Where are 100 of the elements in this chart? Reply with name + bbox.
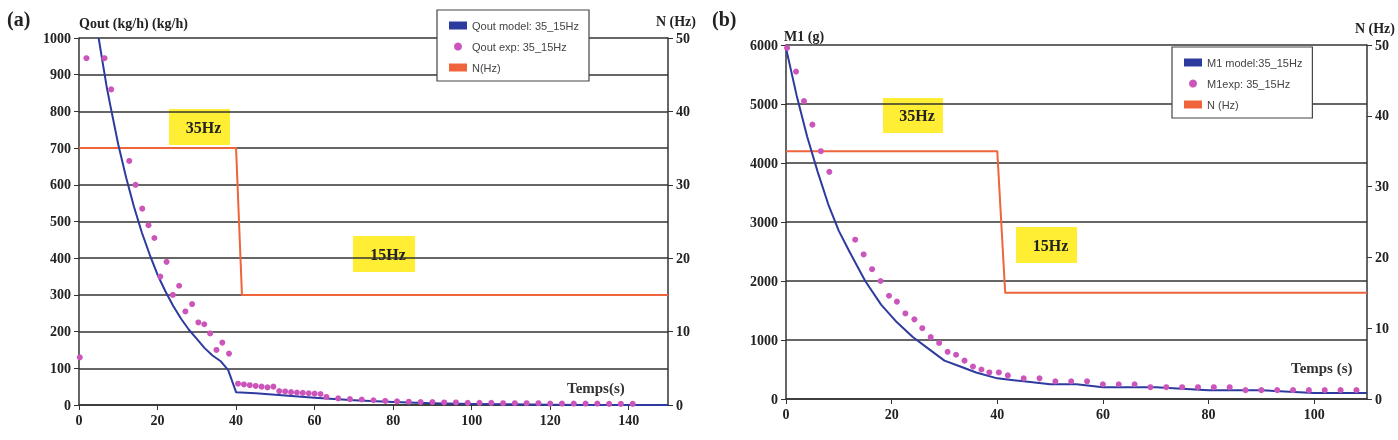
legend-label: M1 model:35_15Hz xyxy=(1207,56,1303,69)
point xyxy=(1084,378,1091,385)
y2-tick-label: 20 xyxy=(1375,249,1389,265)
y-tick-label: 200 xyxy=(50,324,71,340)
y-tick-label: 1000 xyxy=(43,30,71,46)
y-tick-label: 1000 xyxy=(750,332,778,348)
x-tick-label: 60 xyxy=(307,412,322,428)
y2-tick-label: 10 xyxy=(1375,320,1389,336)
point xyxy=(1305,387,1312,394)
point xyxy=(1337,387,1344,394)
point xyxy=(919,325,926,332)
y-axis-title: Qout (kg/h) (kg/h) xyxy=(79,15,189,32)
point xyxy=(1068,378,1075,385)
point xyxy=(1210,384,1217,391)
x-tick-label: 80 xyxy=(386,412,401,428)
annotation: 15Hz xyxy=(1032,236,1069,254)
point xyxy=(927,334,934,341)
y2-tick-label: 10 xyxy=(676,324,690,340)
legend-label: N (Hz) xyxy=(1207,98,1239,111)
x-tick-label: 20 xyxy=(884,406,899,422)
x-tick-label: 0 xyxy=(75,412,83,428)
y2-axis-title: N (Hz) xyxy=(1354,20,1396,37)
point xyxy=(817,148,824,155)
point xyxy=(969,363,976,370)
y-tick-label: 5000 xyxy=(750,96,778,112)
y2-tick-label: 50 xyxy=(1375,37,1389,53)
x-tick-label: 100 xyxy=(461,412,483,428)
point xyxy=(809,121,816,128)
point xyxy=(826,168,833,175)
point xyxy=(1115,381,1122,388)
point xyxy=(869,266,876,273)
y2-tick-label: 50 xyxy=(676,30,690,46)
legend-label: Qout exp: 35_15Hz xyxy=(472,40,567,53)
y-tick-label: 2000 xyxy=(750,273,778,289)
point xyxy=(911,316,918,323)
x-axis-title: Temps (s) xyxy=(1291,359,1353,377)
x-tick-label: 80 xyxy=(1201,406,1216,422)
y-tick-label: 0 xyxy=(771,391,778,407)
point xyxy=(1321,387,1328,394)
y-tick-label: 900 xyxy=(50,67,71,83)
point xyxy=(1353,387,1360,394)
x-tick-label: 0 xyxy=(782,406,790,422)
point xyxy=(1004,372,1011,379)
x-tick-label: 20 xyxy=(150,412,165,428)
point xyxy=(978,366,985,373)
point xyxy=(936,339,943,346)
legend-label: Qout model: 35_15Hz xyxy=(472,19,580,32)
point xyxy=(1242,387,1249,394)
y-tick-label: 300 xyxy=(50,287,71,303)
y-tick-label: 3000 xyxy=(750,214,778,230)
y-tick-label: 600 xyxy=(50,177,71,193)
point xyxy=(902,310,909,317)
y-tick-label: 800 xyxy=(50,103,71,119)
point xyxy=(1147,384,1154,391)
annotation: 35Hz xyxy=(185,118,222,136)
point xyxy=(1179,384,1186,391)
y-axis-title: M1 (g) xyxy=(784,28,825,45)
annotation: 35Hz xyxy=(899,107,935,124)
y-tick-label: 700 xyxy=(50,140,71,156)
y2-tick-label: 20 xyxy=(676,250,690,266)
x-tick-label: 120 xyxy=(539,412,561,428)
legend-label: N(Hz) xyxy=(472,61,501,74)
legend-label: M1exp: 35_15Hz xyxy=(1207,77,1291,90)
point xyxy=(995,369,1002,376)
x-tick-label: 140 xyxy=(618,412,640,428)
point xyxy=(1258,387,1265,394)
point xyxy=(1131,381,1138,388)
x-tick-label: 100 xyxy=(1303,406,1325,422)
x-tick-label: 60 xyxy=(1095,406,1110,422)
point xyxy=(953,351,960,358)
point xyxy=(860,251,867,258)
point xyxy=(1274,387,1281,394)
x-tick-label: 40 xyxy=(990,406,1005,422)
y2-tick-label: 40 xyxy=(676,103,690,119)
point xyxy=(886,292,892,299)
point xyxy=(1099,381,1106,388)
y-tick-label: 4000 xyxy=(750,155,778,171)
point xyxy=(793,68,800,75)
point xyxy=(1052,378,1059,385)
y2-tick-label: 0 xyxy=(1375,391,1382,407)
point xyxy=(1194,384,1201,391)
point xyxy=(784,44,791,51)
point xyxy=(877,278,884,284)
y-tick-label: 400 xyxy=(50,250,71,266)
y2-tick-label: 30 xyxy=(1375,179,1389,195)
x-tick-label: 40 xyxy=(229,412,244,428)
y-tick-label: 500 xyxy=(50,214,71,229)
chart-title: (b) xyxy=(712,8,737,31)
point xyxy=(800,98,807,105)
point xyxy=(986,369,993,376)
y-tick-label: 100 xyxy=(50,360,71,376)
point xyxy=(1163,384,1170,391)
point xyxy=(893,298,900,305)
point xyxy=(1226,384,1233,391)
point xyxy=(1020,375,1027,382)
y2-axis-title: N (Hz) xyxy=(655,13,697,30)
point xyxy=(852,236,859,243)
point xyxy=(1290,387,1297,394)
y2-tick-label: 40 xyxy=(1375,108,1389,124)
y-tick-label: 6000 xyxy=(750,37,778,53)
